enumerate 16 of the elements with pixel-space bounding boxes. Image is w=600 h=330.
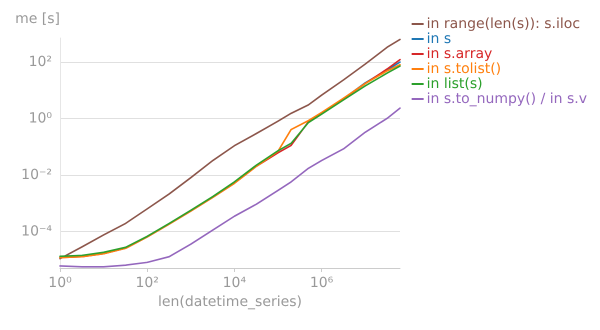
x-axis-title: len(datetime_series) bbox=[158, 294, 302, 310]
legend-label: in s.tolist() bbox=[426, 61, 502, 77]
x-tick-label: 10⁴ bbox=[222, 275, 246, 291]
legend-label: in s.to_numpy() / in s.v bbox=[426, 91, 588, 107]
x-tick-label: 10⁶ bbox=[310, 275, 334, 291]
x-tick-label: 10⁰ bbox=[48, 275, 72, 291]
y-axis-title: me [s] bbox=[15, 11, 60, 27]
y-tick-label: 10⁻⁴ bbox=[21, 223, 52, 240]
legend-label: in list(s) bbox=[426, 76, 483, 92]
y-tick-label: 10⁻² bbox=[21, 166, 52, 183]
legend-label: in range(len(s)): s.iloc bbox=[426, 16, 580, 32]
y-tick-label: 10² bbox=[28, 54, 52, 70]
x-tick-label: 10² bbox=[135, 275, 159, 291]
y-tick-label: 10⁰ bbox=[28, 110, 52, 126]
legend-label: in s bbox=[426, 31, 452, 47]
legend-label: in s.array bbox=[426, 46, 492, 62]
